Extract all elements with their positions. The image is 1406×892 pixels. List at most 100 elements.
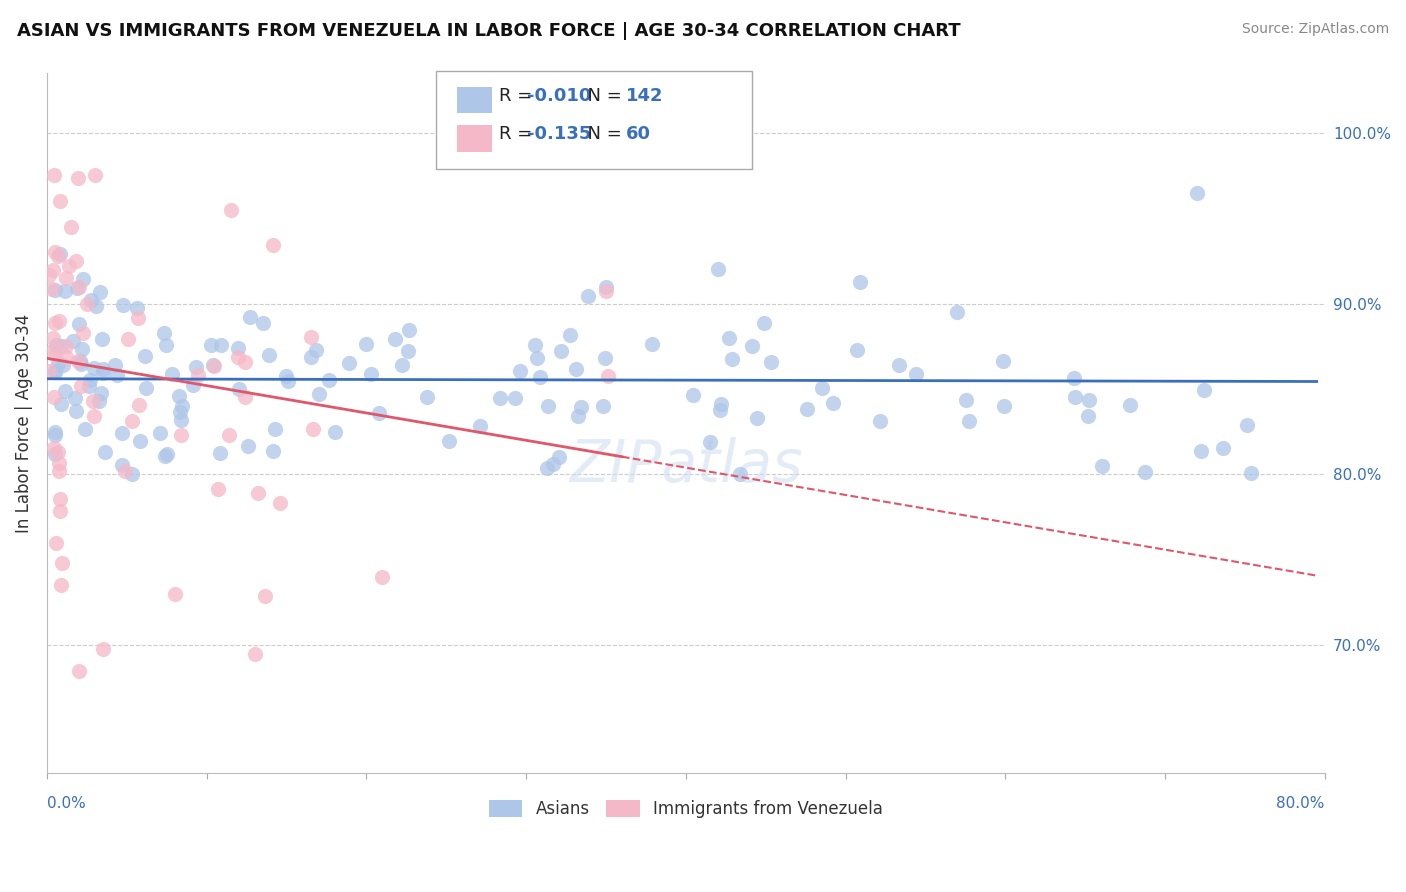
Point [45,338,67,352]
Point [167,389,190,403]
Point [121,467,143,482]
Point [55,384,77,399]
Point [596,369,619,384]
Point [156,447,179,461]
Point [821,395,844,409]
Point [45,536,67,550]
Point [169,405,191,419]
Point [595,284,617,298]
Point [127,301,149,316]
Point [49,246,72,260]
Point [489,391,512,405]
Point [44,364,66,378]
Point [269,496,291,510]
Point [564,362,586,376]
Point [811,381,834,395]
Point [44,348,66,362]
Point [48,464,70,478]
Point [49,492,72,507]
Point [134,349,156,363]
Point [991,354,1014,368]
Point [46,445,69,459]
Point [187,368,209,382]
Point [91,361,114,376]
Point [1189,444,1212,458]
Y-axis label: In Labor Force | Age 30-34: In Labor Force | Age 30-34 [15,314,32,533]
Point [796,401,818,416]
Point [91,641,114,656]
Point [752,316,775,330]
Point [529,370,551,384]
Point [567,409,589,424]
Point [741,339,763,353]
Point [76,296,98,310]
Point [111,297,134,311]
Point [526,351,548,365]
Point [200,337,222,351]
Point [51,556,73,570]
Point [1077,409,1099,424]
Point [709,397,731,411]
Point [111,458,134,472]
Point [236,439,259,453]
Point [398,323,420,337]
Point [93,366,115,380]
Point [955,393,977,408]
Point [42,390,65,404]
Point [759,354,782,368]
Point [869,414,891,428]
Point [59,219,82,234]
Point [67,279,90,293]
Point [682,387,704,401]
Text: 80.0%: 80.0% [1277,796,1324,811]
Point [536,461,558,475]
Point [105,368,128,382]
Point [209,446,232,460]
Point [170,427,193,442]
Point [44,365,66,379]
Point [83,409,105,423]
Point [63,392,86,406]
Point [62,334,84,348]
Text: 60: 60 [626,125,651,143]
Point [468,419,491,434]
Point [67,317,90,331]
Point [337,356,360,370]
Point [93,445,115,459]
Text: Source: ZipAtlas.com: Source: ZipAtlas.com [1241,22,1389,37]
Point [55,271,77,285]
Point [46,249,69,263]
Point [560,328,582,343]
Point [42,169,65,183]
Point [416,390,439,404]
Point [42,330,65,344]
Point [384,332,406,346]
Point [129,434,152,449]
Point [38,268,60,282]
Point [44,284,66,298]
Point [53,284,76,298]
Point [83,169,105,183]
Point [44,425,66,439]
Point [44,442,66,456]
Point [218,427,240,442]
Point [83,361,105,376]
Point [247,486,270,500]
Point [253,589,276,603]
Point [592,399,614,413]
Point [302,422,325,436]
Point [1118,398,1140,412]
Point [262,443,284,458]
Point [1236,418,1258,433]
Point [595,279,617,293]
Point [38,364,60,378]
Point [699,434,721,449]
Point [262,238,284,252]
Point [993,399,1015,413]
Point [52,359,75,373]
Point [728,467,751,482]
Point [67,664,90,678]
Point [163,587,186,601]
Point [90,332,112,346]
Point [541,457,564,471]
